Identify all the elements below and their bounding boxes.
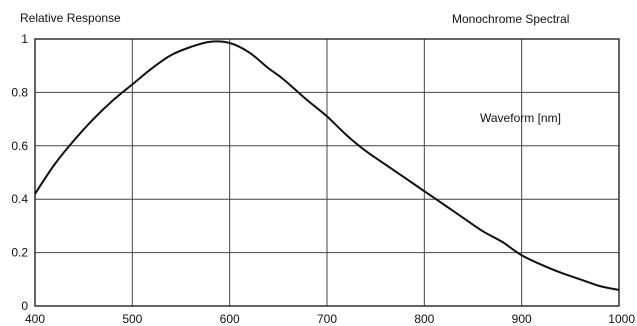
y-tick-labels: 0 0.2 0.4 0.6 0.8 1 <box>11 32 28 313</box>
x-tick-label-6: 1000 <box>608 312 635 326</box>
gridlines <box>34 38 620 307</box>
series-line <box>34 40 620 291</box>
x-axis-label: Waveform [nm] <box>480 111 561 125</box>
y-tick-label-0: 0 <box>21 299 28 313</box>
x-tick-label-5: 900 <box>512 312 532 326</box>
y-axis-label: Relative Response <box>20 11 121 25</box>
x-tick-labels: 400 500 600 700 800 900 1000 <box>25 312 635 326</box>
chart-title: Monochrome Spectral <box>452 12 569 26</box>
y-tick-label-5: 1 <box>21 32 28 46</box>
x-tick-label-0: 400 <box>25 312 45 326</box>
y-tick-label-2: 0.4 <box>11 192 28 206</box>
y-tick-label-4: 0.8 <box>11 85 28 99</box>
y-tick-label-1: 0.2 <box>11 246 28 260</box>
x-tick-label-2: 600 <box>220 312 240 326</box>
x-tick-label-4: 800 <box>414 312 434 326</box>
x-tick-label-1: 500 <box>122 312 142 326</box>
y-tick-label-3: 0.6 <box>11 139 28 153</box>
plot-frame <box>34 38 620 307</box>
x-tick-label-3: 700 <box>317 312 337 326</box>
